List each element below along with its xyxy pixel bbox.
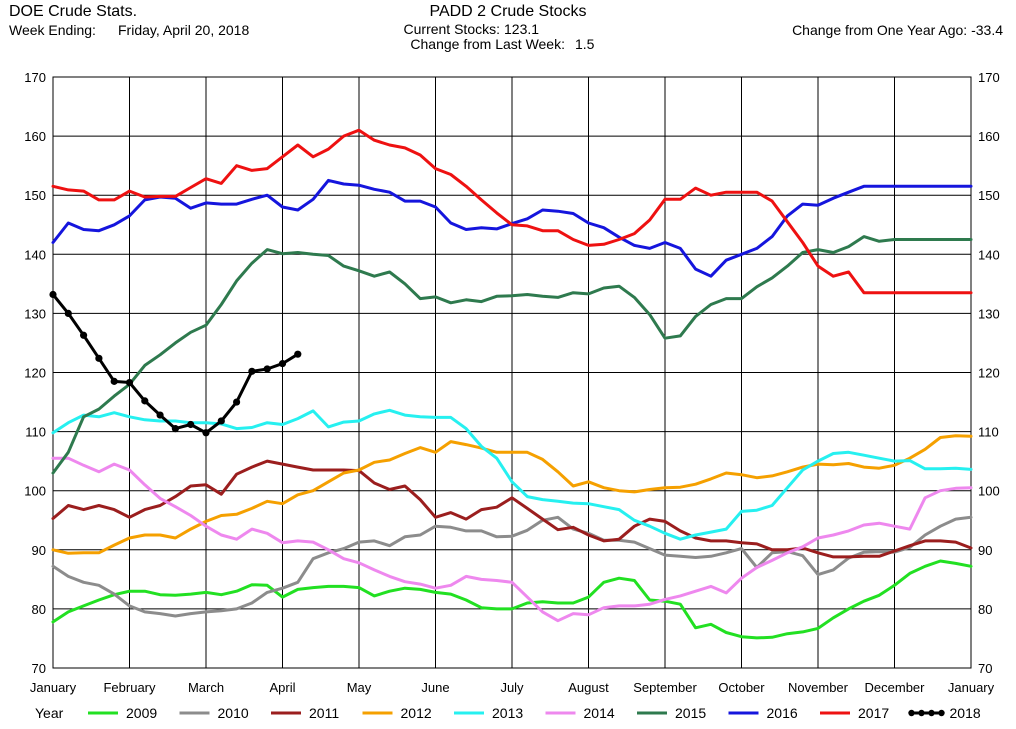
series-line-2010	[51, 515, 973, 618]
x-tick-label-10: November	[788, 680, 849, 695]
chart-grid	[52, 76, 972, 669]
legend-label-2009: 2009	[126, 705, 157, 721]
x-tick-label-8: September	[633, 680, 697, 695]
legend-marker-2018-0	[908, 709, 915, 717]
series-line-2014	[51, 456, 973, 623]
x-tick-label-4: May	[347, 680, 372, 695]
series-point-2018-4	[110, 377, 118, 385]
x-tick-label-11: December	[865, 680, 926, 695]
current-stocks-label: Current Stocks:	[403, 21, 500, 37]
y-tick-right-80: 80	[978, 602, 992, 617]
legend-marker-2018-1	[918, 709, 925, 717]
change-year-label: Change from One Year Ago:	[792, 22, 968, 38]
x-tick-label-6: July	[500, 680, 524, 695]
y-tick-right-70: 70	[978, 661, 992, 676]
series-line-2012	[51, 434, 973, 555]
x-tick-label-7: August	[568, 680, 609, 695]
x-tick-label-0: January	[30, 680, 77, 695]
series-line-2017	[51, 128, 973, 295]
legend-label-2018: 2018	[950, 705, 981, 721]
chart-series	[49, 128, 973, 640]
x-tick-label-9: October	[718, 680, 765, 695]
y-tick-right-150: 150	[978, 188, 1000, 203]
y-tick-left-120: 120	[24, 366, 46, 381]
series-point-2018-11	[217, 417, 225, 425]
legend-title: Year	[35, 705, 64, 721]
y-tick-left-90: 90	[32, 543, 46, 558]
legend-label-2012: 2012	[401, 705, 432, 721]
y-tick-left-100: 100	[24, 484, 46, 499]
series-point-2018-14	[263, 365, 271, 373]
series-point-2018-1	[64, 309, 72, 317]
legend-label-2017: 2017	[858, 705, 889, 721]
series-point-2018-7	[156, 411, 164, 419]
y-tick-right-110: 110	[978, 425, 999, 440]
legend-label-2010: 2010	[218, 705, 249, 721]
change-week-label: Change from Last Week:	[410, 36, 565, 52]
series-point-2018-16	[294, 350, 302, 358]
legend-marker-2018-3	[938, 709, 945, 717]
week-ending-value: Friday, April 20, 2018	[118, 22, 250, 38]
series-line-2015	[51, 235, 973, 475]
series-point-2018-10	[202, 429, 210, 437]
x-tick-label-5: June	[421, 680, 449, 695]
x-tick-label-1: February	[103, 680, 156, 695]
legend-label-2016: 2016	[767, 705, 798, 721]
source-title: DOE Crude Stats.	[9, 3, 138, 20]
legend-marker-2018-2	[928, 709, 935, 717]
y-tick-left-130: 130	[24, 306, 46, 321]
series-point-2018-8	[171, 425, 179, 433]
chart-axes: 70 70 80 80 90 90 100 100 110 110 120 120 130 130 140 1…	[24, 70, 999, 695]
change-week-value: 1.5	[575, 36, 595, 52]
y-tick-right-90: 90	[978, 543, 992, 558]
series-point-2018-2	[80, 331, 88, 339]
x-tick-label-12: January	[948, 680, 995, 695]
plot-frame	[52, 76, 972, 669]
series-point-2018-12	[233, 398, 241, 406]
change-year-value: -33.4	[971, 22, 1003, 38]
series-point-2018-13	[248, 367, 256, 375]
chart-title: PADD 2 Crude Stocks	[429, 3, 587, 20]
chart-legend: Year 2009 2010 2011 2012 2013 2014 2015 2016 2017…	[35, 705, 981, 721]
y-tick-right-130: 130	[978, 306, 1000, 321]
current-stocks-value: 123.1	[504, 21, 540, 37]
series-line-2013	[51, 408, 973, 541]
y-tick-right-140: 140	[978, 247, 1000, 262]
legend-label-2013: 2013	[492, 705, 523, 721]
series-point-2018-6	[141, 397, 149, 405]
y-tick-right-120: 120	[978, 366, 1000, 381]
y-tick-right-160: 160	[978, 129, 1000, 144]
y-tick-left-110: 110	[25, 425, 46, 440]
change-year-block: Change from One Year Ago: -33.4	[792, 22, 1003, 38]
y-tick-right-170: 170	[978, 70, 1000, 85]
series-point-2018-15	[278, 360, 287, 368]
series-point-2018-0	[49, 290, 57, 299]
series-point-2018-3	[95, 354, 103, 362]
week-ending-label: Week Ending:	[9, 22, 96, 38]
y-tick-left-140: 140	[24, 247, 46, 262]
x-tick-label-3: April	[269, 680, 295, 695]
legend-label-2014: 2014	[584, 705, 615, 721]
x-tick-label-2: March	[188, 680, 224, 695]
y-tick-right-100: 100	[978, 484, 1000, 499]
y-tick-left-150: 150	[24, 188, 46, 203]
legend-label-2015: 2015	[675, 705, 706, 721]
y-tick-left-80: 80	[32, 602, 46, 617]
series-line-2009	[51, 559, 973, 640]
y-tick-left-160: 160	[24, 129, 46, 144]
series-point-2018-5	[125, 378, 134, 387]
y-tick-left-70: 70	[32, 661, 46, 676]
series-point-2018-9	[187, 420, 195, 429]
legend-label-2011: 2011	[309, 705, 339, 721]
y-tick-left-170: 170	[24, 70, 46, 85]
series-line-2011	[51, 459, 973, 559]
